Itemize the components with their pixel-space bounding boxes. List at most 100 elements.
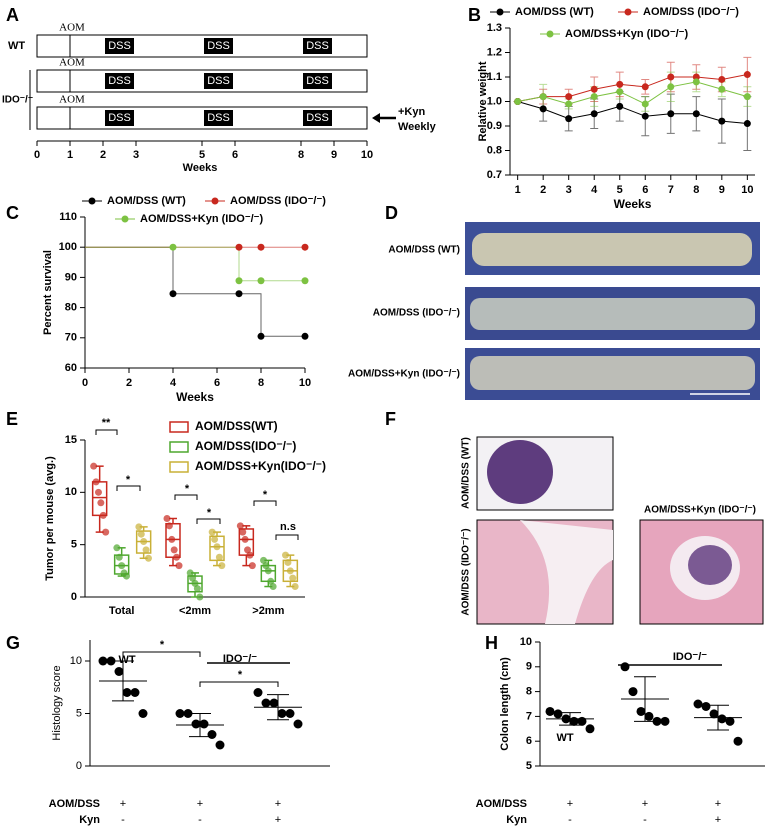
point bbox=[585, 724, 595, 734]
dss-block bbox=[303, 73, 332, 89]
dss-block bbox=[204, 110, 233, 126]
x-tick-label: 3 bbox=[566, 184, 572, 196]
point bbox=[277, 709, 287, 718]
survival-step bbox=[239, 293, 262, 337]
y-tick-label: 15 bbox=[65, 434, 77, 446]
x-tick-label: 8 bbox=[298, 149, 304, 161]
series-line bbox=[517, 74, 748, 102]
y-tick-label: 0 bbox=[76, 760, 82, 772]
photo-label: AOM/DSS (WT) bbox=[388, 245, 460, 256]
significance-bracket bbox=[116, 485, 141, 491]
point bbox=[199, 719, 209, 729]
dss-label: DSS bbox=[108, 75, 131, 87]
y-tick-label: 60 bbox=[65, 362, 77, 374]
point bbox=[641, 100, 649, 108]
dss-label: DSS bbox=[207, 40, 230, 52]
condition-value: - bbox=[198, 814, 202, 826]
x-tick-label: 10 bbox=[361, 149, 373, 161]
point bbox=[692, 110, 700, 118]
histology-images bbox=[476, 436, 764, 625]
point bbox=[235, 290, 243, 298]
point bbox=[267, 577, 275, 585]
y-tick-label: 0 bbox=[71, 591, 77, 603]
y-tick-label: 0.9 bbox=[487, 120, 502, 132]
condition-name: AOM/DSS bbox=[476, 798, 527, 810]
point bbox=[257, 277, 265, 285]
point bbox=[539, 105, 547, 113]
condition-value: + bbox=[715, 798, 721, 810]
point bbox=[636, 706, 646, 716]
point bbox=[709, 709, 719, 719]
y-axis-label: Relative weight bbox=[477, 61, 489, 141]
x-tick-label: 9 bbox=[719, 184, 725, 196]
x-tick-label: 1 bbox=[515, 184, 521, 196]
significance-bracket bbox=[199, 681, 279, 687]
point bbox=[215, 553, 223, 561]
legend-marker bbox=[211, 197, 219, 205]
point bbox=[264, 567, 272, 575]
histology-label: AOM/DSS (WT) bbox=[461, 437, 472, 509]
point bbox=[208, 528, 216, 536]
point bbox=[235, 243, 243, 251]
point bbox=[257, 332, 265, 340]
point bbox=[701, 701, 711, 711]
x-tick-label: 5 bbox=[617, 184, 623, 196]
dss-label: DSS bbox=[108, 40, 131, 52]
tissue bbox=[487, 440, 553, 504]
y-tick-label: 1.2 bbox=[487, 46, 502, 58]
x-tick-label: >2mm bbox=[252, 605, 284, 617]
significance-bracket bbox=[122, 651, 201, 657]
legend-swatch bbox=[169, 461, 189, 473]
point bbox=[725, 716, 735, 726]
point bbox=[186, 569, 194, 577]
point bbox=[257, 243, 265, 251]
point bbox=[94, 488, 102, 496]
point bbox=[565, 115, 573, 123]
legend-label: AOM/DSS+Kyn (IDO⁻/⁻) bbox=[140, 213, 263, 225]
x-tick-label: 7 bbox=[668, 184, 674, 196]
point bbox=[130, 688, 140, 697]
condition-value: + bbox=[567, 798, 573, 810]
point bbox=[301, 332, 309, 340]
point bbox=[189, 574, 197, 582]
x-tick-label: 6 bbox=[214, 377, 220, 389]
point bbox=[207, 730, 217, 739]
aom-label: AOM bbox=[59, 94, 85, 106]
condition-value: - bbox=[643, 814, 647, 826]
x-tick-label: 8 bbox=[258, 377, 264, 389]
y-tick-label: 5 bbox=[76, 707, 82, 719]
y-tick-label: 80 bbox=[65, 302, 77, 314]
point bbox=[293, 719, 303, 729]
annotation: * bbox=[263, 489, 268, 501]
point bbox=[253, 688, 263, 697]
point bbox=[717, 714, 727, 724]
point bbox=[122, 688, 132, 697]
condition-value: - bbox=[121, 814, 125, 826]
y-tick-label: 0.7 bbox=[487, 169, 502, 181]
point bbox=[545, 706, 555, 716]
point bbox=[113, 544, 121, 552]
panel-label: G bbox=[6, 633, 20, 653]
condition-value: + bbox=[275, 814, 281, 826]
x-tick-label: 3 bbox=[133, 149, 139, 161]
x-tick-label: 1 bbox=[67, 149, 73, 161]
point bbox=[286, 567, 294, 575]
condition-value: + bbox=[715, 814, 721, 826]
point bbox=[122, 572, 130, 580]
y-tick-label: 90 bbox=[65, 271, 77, 283]
panel-label: A bbox=[6, 5, 19, 25]
point bbox=[590, 85, 598, 93]
point bbox=[196, 593, 204, 601]
colon-photos bbox=[465, 222, 760, 400]
condition-name: AOM/DSS bbox=[49, 798, 100, 810]
point bbox=[168, 535, 176, 543]
condition-value: + bbox=[642, 798, 648, 810]
point bbox=[215, 740, 225, 750]
y-tick-label: 1.0 bbox=[487, 95, 502, 107]
point bbox=[98, 656, 108, 666]
significance-bracket bbox=[253, 500, 277, 506]
significance-bracket bbox=[275, 534, 299, 540]
annotation: n.s bbox=[280, 521, 296, 533]
dss-block bbox=[105, 110, 134, 126]
x-tick-label: 8 bbox=[693, 184, 699, 196]
